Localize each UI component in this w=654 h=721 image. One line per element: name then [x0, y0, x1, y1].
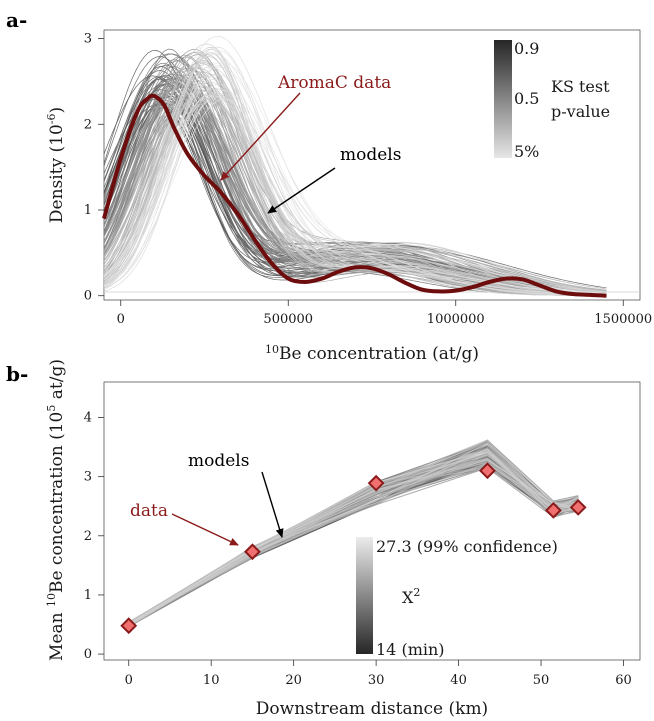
- legend-a-tick-low: 5%: [514, 142, 539, 161]
- legend-a-tick-high: 0.9: [514, 39, 539, 58]
- data-arrow-b: [171, 513, 239, 546]
- data-point-b: [479, 462, 496, 480]
- models-arrow-a: [267, 167, 336, 214]
- x-tick-label-b: 10: [203, 673, 220, 688]
- models-label-a: models: [340, 145, 401, 165]
- y-tick-label-a: 0: [84, 289, 92, 304]
- x-tick-label-b: 40: [450, 673, 467, 688]
- y-tick-label-b: 0: [84, 647, 92, 662]
- model-curve-a: [103, 64, 607, 294]
- y-tick-label-b: 1: [84, 588, 92, 603]
- legend-b-colorbar: [356, 537, 373, 654]
- legend-b-label-bottom: 14 (min): [376, 640, 445, 659]
- x-tick-label-b: 20: [285, 673, 302, 688]
- panel-b-label: b-: [6, 362, 28, 386]
- y-axis-label-a: Density (10-6): [45, 107, 67, 223]
- x-axis-a: 0 500000 1000000 1500000: [117, 300, 652, 327]
- mean-concentration-chart: b- 0 10 20 30 40 50 60 0 1 2 3 4 Downstream distan…: [6, 359, 641, 719]
- legend-b-label-top: 27.3 (99% confidence): [376, 537, 558, 556]
- y-tick-label-a: 2: [84, 117, 92, 132]
- aromac-data-curve: [102, 93, 607, 298]
- data-point-b: [545, 501, 562, 519]
- x-axis-label-b: Downstream distance (km): [256, 699, 488, 719]
- x-tick-label-b: 50: [533, 673, 550, 688]
- data-point-b: [244, 543, 261, 561]
- x-tick-label-b: 30: [368, 673, 385, 688]
- x-tick-label-b: 0: [125, 673, 133, 688]
- x-tick-label-a: 1000000: [427, 312, 485, 327]
- y-tick-label-b: 2: [84, 529, 92, 544]
- x-axis-label-a: 10Be concentration (at/g): [265, 343, 479, 364]
- legend-a-title-2: p-value: [551, 102, 610, 121]
- x-tick-label-a: 1500000: [594, 312, 652, 327]
- model-curve-a: [103, 61, 607, 296]
- density-chart: a- 0 500000 1000000 1500000 0 1 2 3 10Be conce…: [6, 8, 652, 364]
- x-tick-label-a: 500000: [263, 312, 313, 327]
- model-curves-a: [103, 35, 607, 296]
- y-axis-label-b: Mean 10Be concentration (105 at/g): [45, 359, 67, 661]
- aromac-data-arrow: [220, 92, 301, 181]
- model-curve-a: [103, 53, 607, 295]
- y-tick-label-b: 3: [84, 470, 92, 485]
- legend-a-colorbar: [494, 40, 512, 158]
- x-tick-label-a: 0: [117, 312, 125, 327]
- plot-a-frame: [103, 29, 641, 301]
- y-tick-label-a: 1: [84, 203, 92, 218]
- legend-a: 0.9 0.5 5% KS test p-value: [494, 39, 610, 161]
- data-point-b: [569, 498, 587, 516]
- legend-a-tick-mid: 0.5: [514, 89, 539, 108]
- y-axis-b: 0 1 2 3 4: [84, 410, 104, 662]
- data-label-b: data: [130, 501, 168, 521]
- x-tick-label-b: 60: [615, 673, 632, 688]
- models-arrow-b: [261, 471, 284, 538]
- model-curve-a: [103, 66, 607, 290]
- model-curve-a: [103, 35, 607, 296]
- legend-b-symbol: X2: [402, 586, 420, 607]
- model-line-b: [128, 464, 579, 624]
- legend-b: 27.3 (99% confidence) 14 (min) X2: [356, 537, 558, 659]
- data-point-b: [120, 617, 138, 635]
- model-curve-a: [103, 73, 607, 296]
- panel-a-label: a-: [6, 8, 27, 32]
- data-points-b: [120, 462, 587, 635]
- plot-b-frame: [103, 381, 641, 661]
- models-label-b: models: [188, 451, 249, 471]
- model-curve-a: [103, 83, 607, 294]
- x-axis-b: 0 10 20 30 40 50 60: [125, 660, 632, 688]
- data-point-b: [367, 474, 385, 492]
- y-tick-label-a: 3: [84, 32, 92, 47]
- aromac-data-label: AromaC data: [277, 73, 391, 93]
- y-tick-label-b: 4: [84, 410, 92, 425]
- model-curve-a: [103, 61, 607, 296]
- y-axis-a: 0 1 2 3: [84, 32, 104, 304]
- model-curve-a: [103, 74, 607, 296]
- model-line-b: [128, 459, 579, 624]
- legend-a-title-1: KS test: [551, 77, 610, 96]
